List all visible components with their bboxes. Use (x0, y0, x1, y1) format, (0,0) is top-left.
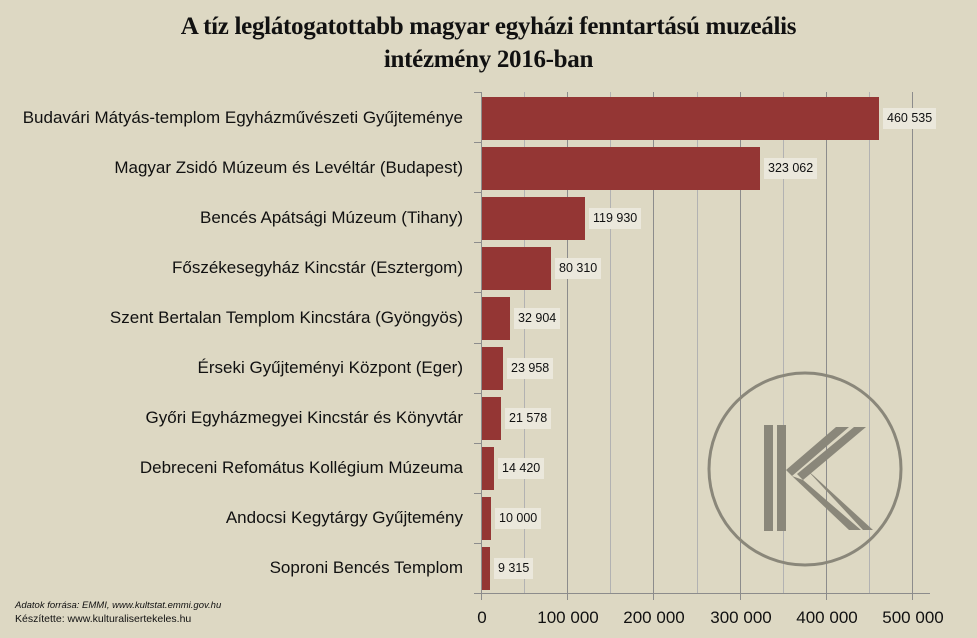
category-label: Bencés Apátsági Múzeum (Tihany) (200, 208, 463, 227)
bar (482, 297, 510, 340)
author-credit: Készítette: www.kulturalisertekeles.hu (15, 613, 192, 625)
x-tick (567, 593, 568, 600)
bar (482, 547, 490, 590)
y-tick (474, 242, 481, 243)
y-tick (474, 393, 481, 394)
x-tick-label: 400 000 (796, 608, 858, 627)
major-gridline (567, 92, 568, 593)
x-tick-label: 500 000 (882, 608, 944, 627)
bar (482, 397, 501, 440)
minor-gridline (869, 92, 870, 593)
value-label: 23 958 (507, 358, 554, 379)
data-source-note: Adatok forrása: EMMI, www.kultstat.emmi.… (15, 600, 222, 611)
category-label: Érseki Gyűjteményi Központ (Eger) (197, 358, 464, 377)
x-tick-label: 100 000 (537, 608, 599, 627)
minor-gridline (783, 92, 784, 593)
category-label: Andocsi Kegytárgy Gyűjtemény (225, 508, 463, 527)
bar (482, 97, 879, 140)
major-gridline (912, 92, 913, 593)
y-tick (474, 493, 481, 494)
x-tick-label: 200 000 (623, 608, 685, 627)
k-circle-logo-icon (707, 371, 903, 567)
minor-gridline (697, 92, 698, 593)
bar (482, 147, 760, 190)
y-tick (474, 192, 481, 193)
category-label: Szent Bertalan Templom Kincstára (Gyöngy… (109, 308, 463, 327)
minor-gridline (610, 92, 611, 593)
value-label: 21 578 (505, 408, 552, 429)
x-tick (826, 593, 827, 600)
value-label: 9 315 (494, 558, 534, 579)
y-tick (474, 142, 481, 143)
value-label: 14 420 (498, 458, 545, 479)
category-label: Győri Egyházmegyei Kincstár és Könyvtár (145, 408, 463, 427)
category-label: Magyar Zsidó Múzeum és Levéltár (Budapes… (114, 158, 463, 177)
chart-title-line-1: A tíz leglátogatottabb magyar egyházi fe… (180, 13, 797, 40)
value-label: 10 000 (495, 508, 542, 529)
x-axis (474, 593, 930, 594)
value-label: 80 310 (555, 258, 602, 279)
value-label: 323 062 (764, 158, 818, 179)
minor-gridline (524, 92, 525, 593)
x-tick (740, 593, 741, 600)
category-label: Debreceni Refomátus Kollégium Múzeuma (139, 458, 463, 477)
bar (482, 247, 551, 290)
category-label: Soproni Bencés Templom (269, 558, 463, 577)
y-tick (474, 593, 481, 594)
y-tick (474, 343, 481, 344)
x-tick-label: 0 (477, 608, 487, 627)
chart-title-line-2: intézmény 2016-ban (383, 46, 594, 73)
y-tick (474, 292, 481, 293)
chart-title: A tíz leglátogatottabb magyar egyházi fe… (0, 10, 977, 76)
y-axis (481, 92, 482, 600)
category-label: Főszékesegyház Kincstár (Esztergom) (172, 258, 463, 277)
x-tick (481, 593, 482, 600)
y-tick (474, 92, 481, 93)
major-gridline (826, 92, 827, 593)
value-label: 119 930 (589, 208, 642, 229)
x-tick (912, 593, 913, 600)
y-tick (474, 543, 481, 544)
bar (482, 447, 494, 490)
bar (482, 197, 585, 240)
major-gridline (740, 92, 741, 593)
x-tick (653, 593, 654, 600)
bar (482, 347, 503, 390)
x-tick-label: 300 000 (710, 608, 772, 627)
value-label: 32 904 (514, 308, 561, 329)
bar (482, 497, 491, 540)
category-label: Budavári Mátyás-templom Egyházművészeti … (22, 108, 463, 127)
major-gridline (653, 92, 654, 593)
value-label: 460 535 (883, 108, 937, 129)
y-tick (474, 443, 481, 444)
